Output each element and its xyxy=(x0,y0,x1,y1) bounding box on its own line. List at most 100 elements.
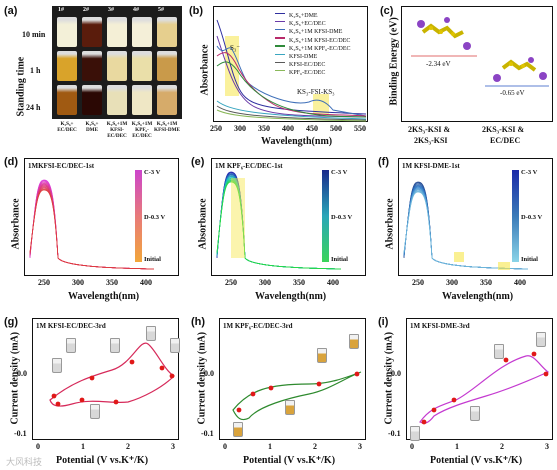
x-category-label: 2KS₃-KSI & xyxy=(482,125,525,134)
vial-id: 3# xyxy=(108,7,114,13)
legend-entry: K₂S₆+EC/DEC xyxy=(275,12,326,30)
legend-text: K₂S₆+1M KPF₆-EC/DEC xyxy=(289,45,351,52)
vial-id: 5# xyxy=(158,7,164,13)
y-axis-label: Standing time xyxy=(15,56,27,117)
plot-frame xyxy=(398,158,553,276)
highlight-band xyxy=(454,252,464,262)
legend-swatch xyxy=(275,12,285,15)
legend-swatch xyxy=(275,61,285,64)
vial xyxy=(157,85,177,115)
panel-label: (a) xyxy=(4,5,18,17)
spectrum-line xyxy=(403,183,529,270)
x-tick: 250 xyxy=(225,278,237,287)
x-tick: 400 xyxy=(514,278,526,287)
legend-entry: KFSI-EC/DEC xyxy=(275,53,325,71)
x-tick: 0 xyxy=(410,442,414,451)
x-category-label: 2KS₃-KSI & xyxy=(408,125,451,134)
vial xyxy=(107,51,127,81)
vial-id: 4# xyxy=(133,7,139,13)
sample-point xyxy=(89,375,95,381)
y-axis-label: Absorbance xyxy=(199,44,211,96)
colorbar-label: D-0.3 V xyxy=(144,214,166,221)
vial-inset xyxy=(170,338,180,353)
time-label: 10 min xyxy=(22,30,46,39)
vial xyxy=(132,17,152,47)
x-tick: 250 xyxy=(412,278,424,287)
sample-point xyxy=(421,419,427,425)
colorbar-label: Initial xyxy=(521,256,538,263)
cv-curve xyxy=(49,342,175,407)
x-tick: 3 xyxy=(171,442,175,451)
panel-f: (f) Absorbance 1M KFSI-DME-1st C-3 V D-0… xyxy=(374,152,557,307)
x-tick: 2 xyxy=(313,442,317,451)
x-tick: 1 xyxy=(455,442,459,451)
x-category-label: EC/DEC xyxy=(490,136,521,145)
legend-entry: K₂S₆+1M KFSI-DME xyxy=(275,20,342,38)
x-tick: 2 xyxy=(500,442,504,451)
colorbar xyxy=(322,170,329,262)
vial-label: K₂S₆+ DME xyxy=(85,121,99,133)
vial-inset xyxy=(285,400,295,415)
x-tick: 550 xyxy=(354,124,366,133)
colorbar-label: C-3 V xyxy=(144,169,161,176)
y-axis-label: Current density (mA) xyxy=(196,331,208,425)
spectra xyxy=(403,181,529,270)
x-tick: 1 xyxy=(268,442,272,451)
y-tick: -0.1 xyxy=(14,429,27,438)
x-tick: 450 xyxy=(306,124,318,133)
spectrum-line xyxy=(29,189,155,270)
sample-point xyxy=(316,381,322,387)
spectrum-line xyxy=(403,182,529,270)
panel-label: (h) xyxy=(191,316,206,328)
colorbar-label: C-3 V xyxy=(521,169,538,176)
sample-point xyxy=(268,385,274,391)
panel-label: (f) xyxy=(378,156,389,168)
spectrum-line xyxy=(403,185,529,270)
colorbar-label: Initial xyxy=(331,256,348,263)
vial-inset xyxy=(536,332,546,347)
legend-entry: K₂S₆+1M KFSI-EC/DEC xyxy=(275,29,350,47)
vial-photo-grid: 1# 2# 3# 4# 5# xyxy=(52,6,182,119)
energy-label: -0.65 eV xyxy=(500,89,525,97)
spectrum-line xyxy=(403,191,529,270)
y-axis-label: Absorbance xyxy=(197,198,209,250)
legend-swatch xyxy=(275,53,285,56)
legend-swatch xyxy=(275,45,285,47)
spectra xyxy=(29,179,155,270)
legend-entry: K₂S₆+DME xyxy=(275,4,318,22)
y-axis-label: Current density (mA) xyxy=(9,331,21,425)
y-axis-label: Absorbance xyxy=(384,198,396,250)
energy-label: -2.34 eV xyxy=(426,60,451,68)
panel-label: (e) xyxy=(191,156,205,168)
x-tick: 3 xyxy=(358,442,362,451)
vial-inset xyxy=(66,338,76,353)
vial xyxy=(107,85,127,115)
panel-label: (i) xyxy=(378,316,389,328)
vial-id: 2# xyxy=(83,7,89,13)
sample-point xyxy=(79,397,85,403)
sample-point xyxy=(129,359,135,365)
x-tick: 250 xyxy=(38,278,50,287)
spectra xyxy=(216,171,342,270)
sample-point xyxy=(354,371,360,377)
panel-label: (d) xyxy=(4,156,19,168)
vial xyxy=(82,17,102,47)
curve-base2 xyxy=(216,105,367,121)
sample-point xyxy=(51,393,57,399)
cv-loop xyxy=(419,355,550,424)
sample-point xyxy=(250,391,256,397)
panel-b: (b) Absorbance S₃⁻ KS₃-FSI-KS₃ K₂S₆+DME … xyxy=(187,0,372,150)
legend-text: K₂S₆+EC/DEC xyxy=(289,21,326,28)
x-tick: 350 xyxy=(293,278,305,287)
x-ticks: 250 300 350 400 xyxy=(398,278,553,288)
curve-ecdec xyxy=(216,35,367,118)
legend-text: K₂S₆+DME xyxy=(289,13,318,19)
spectrum-line xyxy=(216,181,342,270)
legend-swatch xyxy=(275,37,285,39)
spectrum-line xyxy=(403,184,529,270)
vial xyxy=(82,85,102,115)
sample-point xyxy=(113,399,119,405)
x-axis-label: Potential (V vs.K⁺/K) xyxy=(430,455,523,466)
spectrum-line xyxy=(403,190,529,270)
x-tick: 300 xyxy=(72,278,84,287)
